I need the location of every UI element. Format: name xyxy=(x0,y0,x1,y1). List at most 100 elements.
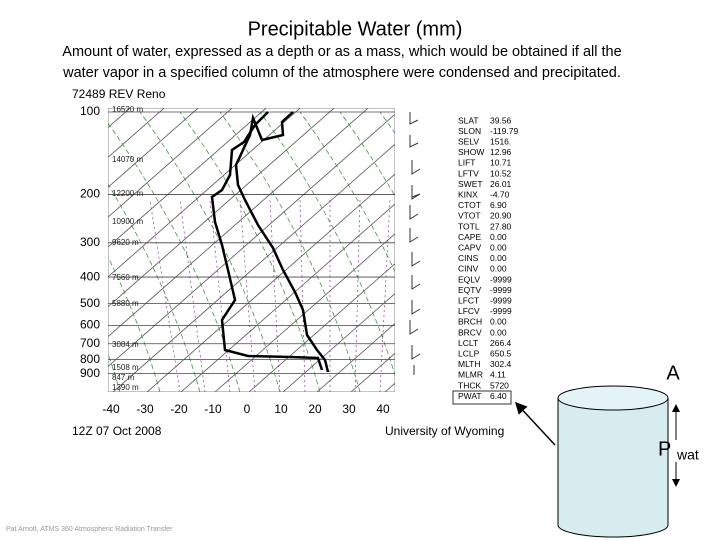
pressure-label: 700 xyxy=(80,336,100,350)
height-label: 1508 m xyxy=(112,363,139,372)
credit: University of Wyoming xyxy=(385,424,504,438)
index-name: LIFT xyxy=(458,158,475,168)
index-value: 27.80 xyxy=(490,221,512,231)
isotherm xyxy=(108,108,267,248)
index-name: KINX xyxy=(458,189,478,199)
mixing-line xyxy=(269,199,281,392)
index-value: 266.4 xyxy=(490,338,512,348)
area-label: A xyxy=(666,362,680,384)
index-name: VTOT xyxy=(458,211,481,221)
index-value: -119.79 xyxy=(490,126,518,136)
index-value: -9999 xyxy=(490,274,512,284)
index-name: BRCV xyxy=(458,327,482,337)
height-label: 12200 m xyxy=(112,189,143,198)
pwat-box xyxy=(452,390,512,405)
index-name: THCK xyxy=(458,380,481,390)
index-name: SLAT xyxy=(458,115,479,125)
height-label: 10900 m xyxy=(112,217,143,226)
index-value: -4.70 xyxy=(490,189,510,199)
pressure-label: 300 xyxy=(80,235,100,249)
height-label: 9620 m xyxy=(112,238,139,247)
index-name: MLTH xyxy=(458,359,481,369)
dry-adiabat xyxy=(108,352,121,392)
cylinder-body xyxy=(557,398,669,538)
mixing-line xyxy=(354,199,361,392)
pressure-label: 600 xyxy=(80,318,100,332)
index-name: LCLP xyxy=(458,348,480,358)
temperature-label: -10 xyxy=(204,402,222,416)
mixing-line xyxy=(149,199,181,392)
index-name: BRCH xyxy=(458,317,482,327)
temperature-label: 40 xyxy=(376,402,390,416)
height-label: 7560 m xyxy=(112,273,139,282)
index-value: 5720 xyxy=(490,380,509,390)
dewpoint-profile xyxy=(210,111,324,371)
index-name: EQLV xyxy=(458,274,480,284)
index-value: 0.00 xyxy=(490,232,507,242)
index-name: LFCT xyxy=(458,295,479,305)
index-name: EQTV xyxy=(458,285,481,295)
index-value: 6.90 xyxy=(490,200,507,210)
index-name: PWAT xyxy=(458,391,482,401)
isotherm xyxy=(521,102,720,392)
temperature-profile xyxy=(234,111,330,373)
isotherm xyxy=(555,102,720,392)
index-name: LFTV xyxy=(458,168,479,178)
index-name: LFCV xyxy=(458,306,480,316)
index-name: SELV xyxy=(458,136,479,146)
mixing-line xyxy=(209,199,231,392)
pointer-arrow xyxy=(514,401,556,446)
index-name: MLMR xyxy=(458,370,483,380)
index-value: 302.4 xyxy=(490,359,512,369)
dry-adiabat xyxy=(0,112,80,392)
plot-frame xyxy=(108,108,395,392)
index-value: -9999 xyxy=(490,285,512,295)
subtitle: Amount of water, expressed as a depth or… xyxy=(62,44,621,60)
isotherm xyxy=(108,108,335,308)
index-value: 26.01 xyxy=(490,179,512,189)
height-subscript: wat xyxy=(676,447,699,463)
isotherm xyxy=(108,108,199,188)
height-label: 847 m xyxy=(112,373,135,382)
index-name: CAPE xyxy=(458,232,481,242)
isotherm xyxy=(384,382,395,392)
mixing-line xyxy=(179,199,206,392)
height-label: P xyxy=(658,438,671,460)
mixing-line xyxy=(405,200,420,392)
subtitle: water vapor in a specified column of the… xyxy=(62,65,621,81)
pressure-label: 100 xyxy=(80,104,100,118)
index-value: -9999 xyxy=(490,306,512,316)
temperature-label: 10 xyxy=(274,402,288,416)
index-name: CAPV xyxy=(458,242,481,252)
temperature-label: -20 xyxy=(170,402,188,416)
dry-adiabat xyxy=(0,112,40,392)
isotherm xyxy=(108,108,233,218)
index-value: 0.00 xyxy=(490,264,507,274)
index-name: SHOW xyxy=(458,147,484,157)
isotherm xyxy=(108,108,369,338)
index-value: 6.40 xyxy=(490,391,507,401)
pressure-label: 800 xyxy=(80,352,100,366)
temperature-label: 20 xyxy=(308,402,322,416)
isotherm xyxy=(487,102,720,392)
wind-barbs xyxy=(409,112,421,375)
index-value: 650.5 xyxy=(490,348,512,358)
temperature-label: 0 xyxy=(244,402,251,416)
pressure-label: 500 xyxy=(80,296,100,310)
index-name: CINS xyxy=(458,253,479,263)
index-name: CINV xyxy=(458,264,479,274)
cylinder-top xyxy=(557,385,669,411)
footer: Pat Arnott, ATMS 360 Atmospheric Radiati… xyxy=(6,526,173,533)
pressure-label: 400 xyxy=(80,269,100,283)
index-value: 0.00 xyxy=(490,242,507,252)
index-value: 0.00 xyxy=(490,317,507,327)
height-label: 5880 m xyxy=(112,299,139,308)
index-value: 10.71 xyxy=(490,158,512,168)
index-name: SWET xyxy=(458,179,483,189)
mixing-line xyxy=(239,199,256,392)
index-name: CTOT xyxy=(458,200,481,210)
isotherm xyxy=(350,352,395,392)
index-value: -9999 xyxy=(490,295,512,305)
title: Precipitable Water (mm) xyxy=(248,18,463,40)
